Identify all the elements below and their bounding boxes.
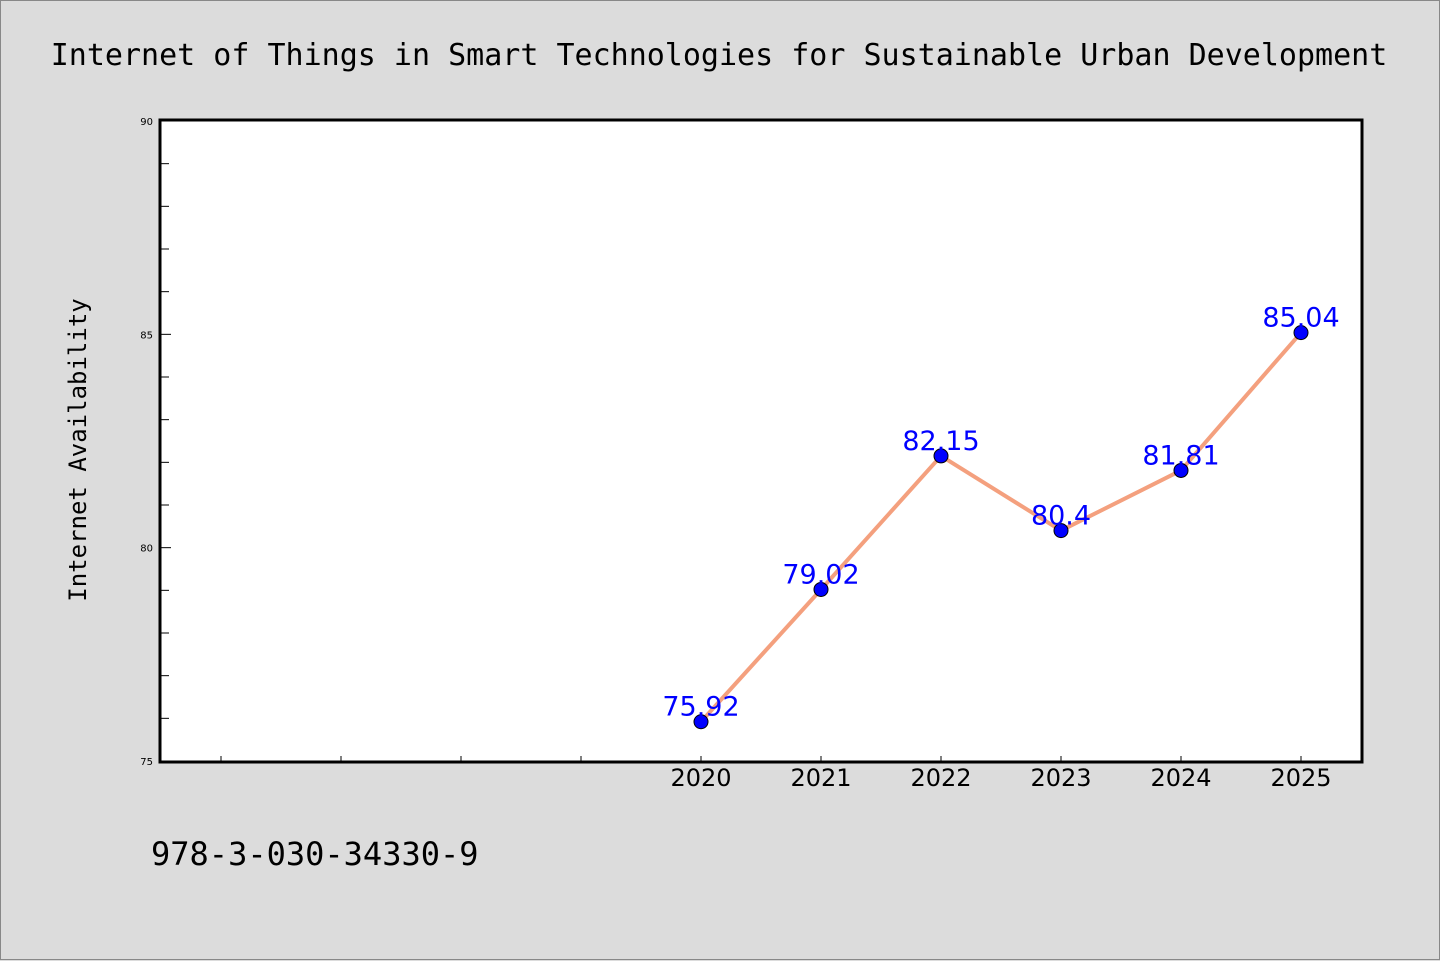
- data-labels: 75.92 79.02 82.15 80.4 81.81 85.04: [662, 303, 1339, 723]
- y-axis-label: Internet Availability: [64, 298, 92, 601]
- y-tick-label: 75: [140, 757, 153, 768]
- x-tick-label: 2024: [1150, 764, 1211, 792]
- x-tick-label: 2023: [1030, 764, 1091, 792]
- x-tick-label: 2025: [1270, 764, 1331, 792]
- isbn-footer: 978-3-030-34330-9: [151, 835, 479, 873]
- y-tick-label: 80: [140, 544, 153, 555]
- series-line: [699, 331, 1303, 724]
- series-line-layer: [699, 331, 1303, 724]
- data-point: [693, 714, 709, 730]
- x-tick-label: 2022: [910, 764, 971, 792]
- data-points: [693, 325, 1309, 730]
- data-label: 85.04: [1262, 303, 1339, 334]
- chart-title: Internet of Things in Smart Technologies…: [51, 38, 1388, 73]
- data-point: [1293, 325, 1309, 341]
- data-label: 82.15: [902, 426, 979, 457]
- data-point: [1173, 462, 1189, 478]
- data-point: [813, 581, 829, 597]
- y-tick-label: 90: [140, 117, 153, 128]
- data-point: [933, 448, 949, 464]
- x-tick-label: 2021: [790, 764, 851, 792]
- data-point: [1053, 523, 1069, 539]
- y-tick-label: 85: [140, 330, 153, 341]
- data-label: 80.4: [1031, 501, 1091, 532]
- axis-ticks: 75 80 85 90 2020 2021 2022 2023 2024 2025: [140, 117, 1331, 792]
- x-tick-label: 2020: [670, 764, 731, 792]
- data-label: 79.02: [782, 559, 859, 590]
- data-label: 75.92: [662, 692, 739, 723]
- data-label: 81.81: [1142, 440, 1219, 471]
